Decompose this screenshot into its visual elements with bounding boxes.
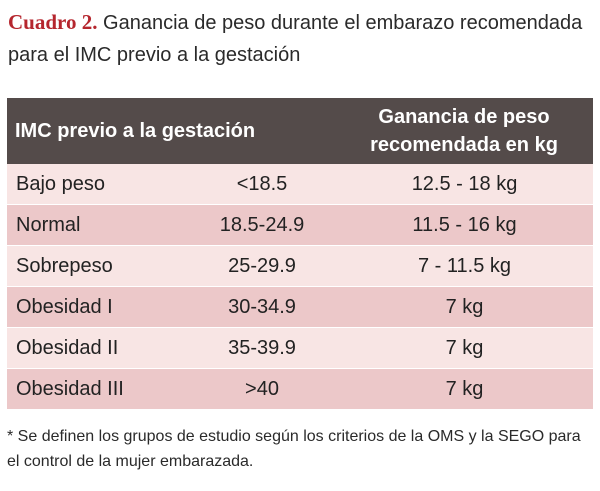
- table-row: Sobrepeso 25-29.9 7 - 11.5 kg: [7, 246, 593, 287]
- header-weight-gain: Ganancia de peso recomendada en kg: [370, 106, 558, 156]
- row-imc: >40: [245, 377, 279, 400]
- row-gain: 7 - 11.5 kg: [417, 254, 512, 277]
- row-gain: 7 kg: [445, 377, 484, 400]
- row-imc: 30-34.9: [228, 295, 296, 318]
- row-category: Bajo peso: [16, 172, 105, 195]
- table-row: Obesidad I 30-34.9 7 kg: [7, 287, 593, 328]
- row-gain: 12.5 - 18 kg: [411, 172, 518, 195]
- caption-text: Ganancia de peso durante el embarazo rec…: [8, 12, 583, 66]
- row-imc: 25-29.9: [228, 254, 296, 277]
- header-imc: IMC previo a la gestación: [15, 119, 256, 142]
- table-header: IMC previo a la gestación Ganancia de pe…: [7, 98, 593, 164]
- weight-gain-table: IMC previo a la gestación Ganancia de pe…: [7, 98, 593, 410]
- footnote: * Se definen los grupos de estudio según…: [7, 428, 581, 470]
- row-category: Obesidad I: [16, 295, 113, 318]
- row-category: Normal: [16, 213, 81, 236]
- row-gain: 7 kg: [445, 336, 484, 359]
- table-caption: Cuadro 2. Ganancia de peso durante el em…: [8, 6, 593, 71]
- row-gain: 7 kg: [445, 295, 484, 318]
- row-imc: <18.5: [236, 172, 288, 195]
- row-category: Obesidad II: [16, 336, 119, 359]
- table-row: Normal 18.5-24.9 11.5 - 16 kg: [7, 205, 593, 246]
- row-gain: 11.5 - 16 kg: [412, 213, 517, 236]
- row-category: Obesidad III: [16, 377, 124, 400]
- table-row: Bajo peso <18.5 12.5 - 18 kg: [7, 164, 593, 205]
- row-imc: 18.5-24.9: [219, 213, 305, 236]
- caption-label: Cuadro 2.: [8, 10, 98, 34]
- row-category: Sobrepeso: [16, 254, 113, 277]
- row-imc: 35-39.9: [228, 336, 296, 359]
- table-row: Obesidad III >40 7 kg: [7, 369, 593, 410]
- table-row: Obesidad II 35-39.9 7 kg: [7, 328, 593, 369]
